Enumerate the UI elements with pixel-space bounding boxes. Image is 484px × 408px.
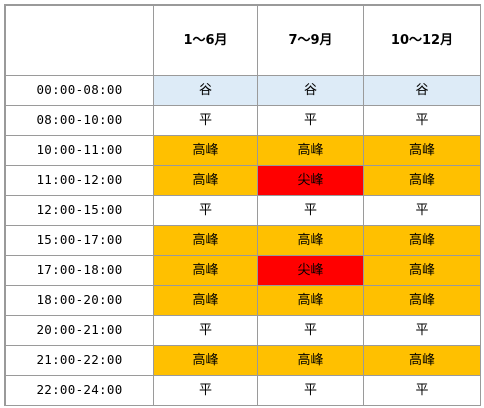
header-corner <box>5 5 154 76</box>
tariff-cell-peak: 高峰 <box>363 285 481 316</box>
tariff-cell-flat: 平 <box>153 105 258 136</box>
tariff-cell-peak: 高峰 <box>257 285 364 316</box>
tariff-cell-flat: 平 <box>363 195 481 226</box>
tariff-cell-peak: 高峰 <box>363 345 481 376</box>
tariff-cell-valley: 谷 <box>257 75 364 106</box>
tariff-cell-flat: 平 <box>363 375 481 406</box>
tariff-cell-peak: 高峰 <box>257 345 364 376</box>
tariff-cell-peak: 高峰 <box>153 135 258 166</box>
tariff-cell-flat: 平 <box>257 315 364 346</box>
tariff-cell-peak: 高峰 <box>363 255 481 286</box>
time-slot-cell: 11:00-12:00 <box>5 165 154 196</box>
header-oct-dec: 10～12月 <box>363 5 481 76</box>
tariff-cell-peak: 高峰 <box>363 135 481 166</box>
tariff-cell-valley: 谷 <box>363 75 481 106</box>
tariff-cell-flat: 平 <box>257 195 364 226</box>
table-row: 08:00-10:00 平平平 <box>5 105 481 136</box>
tariff-cell-flat: 平 <box>153 195 258 226</box>
time-slot-cell: 20:00-21:00 <box>5 315 154 346</box>
tariff-cell-flat: 平 <box>257 375 364 406</box>
table-row: 15:00-17:00 高峰 高峰 高峰 <box>5 225 481 256</box>
tariff-cell-peak: 高峰 <box>257 135 364 166</box>
tariff-cell-peak: 高峰 <box>153 345 258 376</box>
table-row: 20:00-21:00 平平平 <box>5 315 481 346</box>
tariff-cell-sharp: 尖峰 <box>257 165 364 196</box>
tariff-cell-flat: 平 <box>363 315 481 346</box>
table-row: 18:00-20:00 高峰 高峰 高峰 <box>5 285 481 316</box>
time-slot-cell: 18:00-20:00 <box>5 285 154 316</box>
tariff-cell-peak: 高峰 <box>363 165 481 196</box>
tariff-cell-peak: 高峰 <box>153 255 258 286</box>
table-row: 22:00-24:00 平平平 <box>5 375 481 406</box>
table-row: 17:00-18:00 高峰 尖峰 高峰 <box>5 255 481 286</box>
tariff-cell-peak: 高峰 <box>363 225 481 256</box>
time-slot-cell: 10:00-11:00 <box>5 135 154 166</box>
tariff-cell-flat: 平 <box>153 375 258 406</box>
time-slot-cell: 00:00-08:00 <box>5 75 154 106</box>
table-row: 10:00-11:00 高峰 高峰 高峰 <box>5 135 481 166</box>
tariff-cell-flat: 平 <box>363 105 481 136</box>
table-row: 21:00-22:00 高峰 高峰 高峰 <box>5 345 481 376</box>
tariff-cell-sharp: 尖峰 <box>257 255 364 286</box>
tariff-cell-flat: 平 <box>257 105 364 136</box>
tariff-cell-valley: 谷 <box>153 75 258 106</box>
tariff-table: 1～6月 7～9月 10～12月 00:00-08:00 谷谷谷 08:00-10:… <box>5 5 481 406</box>
header-jan-jun: 1～6月 <box>153 5 258 76</box>
table-row: 12:00-15:00 平平平 <box>5 195 481 226</box>
header-row: 1～6月 7～9月 10～12月 <box>5 5 481 76</box>
tariff-table-frame: 1～6月 7～9月 10～12月 00:00-08:00 谷谷谷 08:00-10:… <box>4 4 481 406</box>
tariff-cell-peak: 高峰 <box>257 225 364 256</box>
time-slot-cell: 12:00-15:00 <box>5 195 154 226</box>
time-slot-cell: 22:00-24:00 <box>5 375 154 406</box>
table-row: 00:00-08:00 谷谷谷 <box>5 75 481 106</box>
header-jul-sep: 7～9月 <box>257 5 364 76</box>
tariff-cell-peak: 高峰 <box>153 165 258 196</box>
time-slot-cell: 15:00-17:00 <box>5 225 154 256</box>
time-slot-cell: 21:00-22:00 <box>5 345 154 376</box>
tariff-cell-flat: 平 <box>153 315 258 346</box>
time-slot-cell: 08:00-10:00 <box>5 105 154 136</box>
tariff-cell-peak: 高峰 <box>153 225 258 256</box>
time-slot-cell: 17:00-18:00 <box>5 255 154 286</box>
tariff-cell-peak: 高峰 <box>153 285 258 316</box>
table-row: 11:00-12:00 高峰 尖峰 高峰 <box>5 165 481 196</box>
